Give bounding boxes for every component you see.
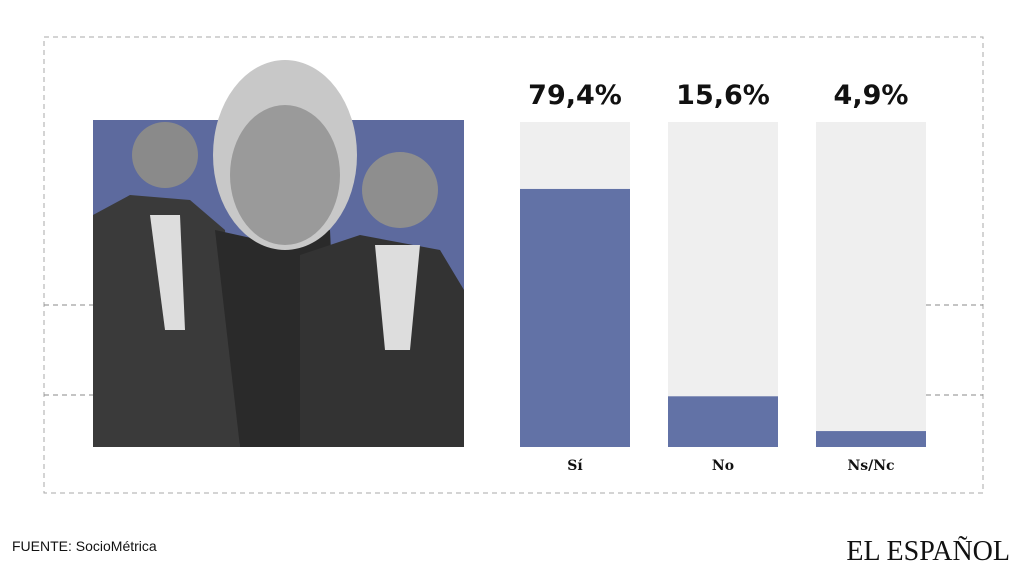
value-label: 4,9% (834, 80, 909, 111)
frame (43, 36, 984, 494)
bar-track (816, 122, 926, 447)
bar (668, 396, 778, 447)
category-label: Ns/Nc (847, 458, 894, 474)
bar (520, 188, 630, 447)
value-label: 15,6% (676, 80, 770, 111)
bar-track (668, 122, 778, 447)
category-label: No (712, 458, 734, 474)
category-label: Sí (567, 458, 583, 474)
source: FUENTE: SocioMétrica (12, 538, 157, 554)
value-label: 79,4% (528, 80, 622, 111)
bar (816, 431, 926, 447)
logo: EL ESPAÑOL (846, 536, 1010, 567)
photo (93, 60, 464, 447)
